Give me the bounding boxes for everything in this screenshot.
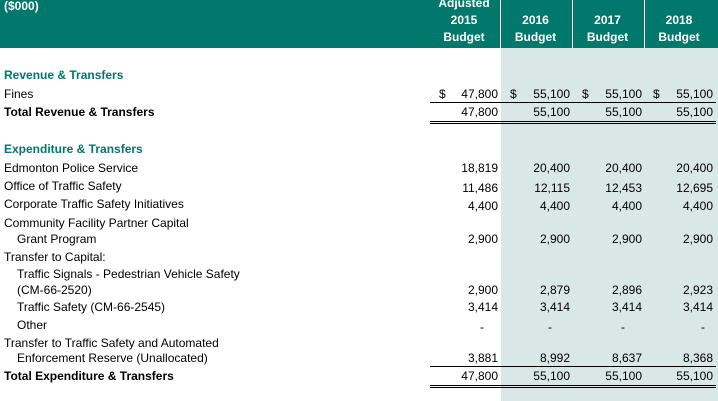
cell-office-2018: 12,695 [676, 181, 713, 195]
column-divider [500, 0, 501, 48]
column-header-2016: 2016 Budget [514, 13, 557, 44]
row-label-traffic-safety-capital: Traffic Safety (CM-66-2545) [17, 300, 166, 314]
cell-safety-2015: 3,414 [467, 300, 498, 314]
cell-reserve-2015: 3,881 [467, 351, 498, 365]
cell-safety-2018: 3,414 [682, 300, 713, 314]
row-label-corporate-initiatives: Corporate Traffic Safety Initiatives [4, 197, 184, 211]
row-label-reserve-transfer: Transfer to Traffic Safety and Automated [4, 336, 219, 350]
cell-community-2018: 2,900 [682, 232, 713, 246]
row-label-community-grant-cont: Grant Program [17, 232, 97, 246]
cell-total-revenue-2017: 55,100 [605, 105, 642, 119]
cell-total-revenue-2015: 47,800 [461, 105, 498, 119]
row-label-traffic-signals: Traffic Signals - Pedestrian Vehicle Saf… [17, 267, 240, 281]
cell-signals-2018: 2,923 [682, 283, 713, 297]
currency-symbol: $ [510, 87, 517, 101]
column-divider [644, 0, 645, 48]
cell-signals-2016: 2,879 [539, 283, 570, 297]
cell-police-2017: 20,400 [605, 161, 642, 175]
total-rule [430, 385, 716, 386]
cell-community-2015: 2,900 [467, 232, 498, 246]
cell-office-2016: 12,115 [534, 181, 570, 195]
cell-total-exp-2017: 55,100 [605, 369, 642, 383]
row-label-traffic-signals-code: (CM-66-2520) [17, 283, 92, 297]
cell-fines-2016: 55,100 [533, 87, 570, 101]
row-label-other: Other [17, 318, 48, 332]
cell-total-exp-2015: 47,800 [461, 369, 498, 383]
row-label-total-expenditure: Total Expenditure & Transfers [4, 369, 174, 383]
cell-other-2015: - [480, 320, 484, 334]
total-rule [430, 121, 716, 122]
cell-corporate-2018: 4,400 [682, 199, 713, 213]
cell-community-2017: 2,900 [611, 232, 642, 246]
row-label-total-revenue: Total Revenue & Transfers [4, 105, 155, 119]
cell-total-revenue-2018: 55,100 [676, 105, 713, 119]
cell-total-revenue-2016: 55,100 [533, 105, 570, 119]
cell-fines-2018: 55,100 [676, 87, 713, 101]
column-header-2018: 2018 Budget [658, 13, 700, 44]
row-label-police: Edmonton Police Service [4, 161, 139, 175]
row-label-transfer-capital: Transfer to Capital: [4, 250, 106, 264]
cell-safety-2016: 3,414 [539, 300, 570, 314]
cell-corporate-2015: 4,400 [467, 199, 498, 213]
currency-symbol: $ [653, 87, 660, 101]
column-header-2017: 2017 Budget [586, 13, 629, 44]
subtotal-rule [430, 102, 716, 103]
cell-signals-2017: 2,896 [611, 283, 642, 297]
total-rule [430, 123, 716, 124]
currency-symbol: $ [582, 87, 589, 101]
row-label-fines: Fines [4, 87, 34, 101]
cell-corporate-2016: 4,400 [539, 199, 570, 213]
cell-police-2016: 20,400 [533, 161, 570, 175]
cell-other-2017: - [621, 320, 625, 334]
subtotal-rule [430, 366, 716, 367]
expenditure-section-title: Expenditure & Transfers [4, 142, 143, 156]
cell-fines-2015: 47,800 [461, 87, 498, 101]
cell-other-2016: - [548, 320, 552, 334]
cell-corporate-2017: 4,400 [611, 199, 642, 213]
total-rule [430, 387, 716, 388]
column-divider [572, 0, 573, 48]
cell-office-2015: 11,486 [462, 181, 498, 195]
cell-other-2018: - [701, 320, 705, 334]
row-label-traffic-safety-office: Office of Traffic Safety [4, 179, 122, 193]
cell-safety-2017: 3,414 [611, 300, 642, 314]
cell-reserve-2016: 8,992 [539, 351, 570, 365]
cell-total-exp-2016: 55,100 [533, 369, 570, 383]
cell-reserve-2017: 8,637 [611, 351, 642, 365]
currency-symbol: $ [439, 87, 446, 101]
row-label-reserve-transfer-cont: Enforcement Reserve (Unallocated) [17, 351, 208, 365]
column-header-2015: Adjusted 2015 Budget [438, 0, 490, 44]
cell-community-2016: 2,900 [539, 232, 570, 246]
unit-label: ($000) [4, 0, 39, 13]
cell-police-2018: 20,400 [676, 161, 713, 175]
revenue-section-title: Revenue & Transfers [4, 68, 124, 82]
table-header: ($000) Adjusted 2015 Budget 2016 Budget … [0, 0, 718, 48]
cell-fines-2017: 55,100 [605, 87, 642, 101]
projected-columns-shading [501, 0, 718, 401]
cell-total-exp-2018: 55,100 [676, 369, 713, 383]
cell-office-2017: 12,453 [605, 181, 642, 195]
row-label-community-grant: Community Facility Partner Capital [4, 216, 189, 230]
cell-reserve-2018: 8,368 [682, 351, 713, 365]
cell-police-2015: 18,819 [461, 161, 498, 175]
cell-signals-2015: 2,900 [467, 283, 498, 297]
